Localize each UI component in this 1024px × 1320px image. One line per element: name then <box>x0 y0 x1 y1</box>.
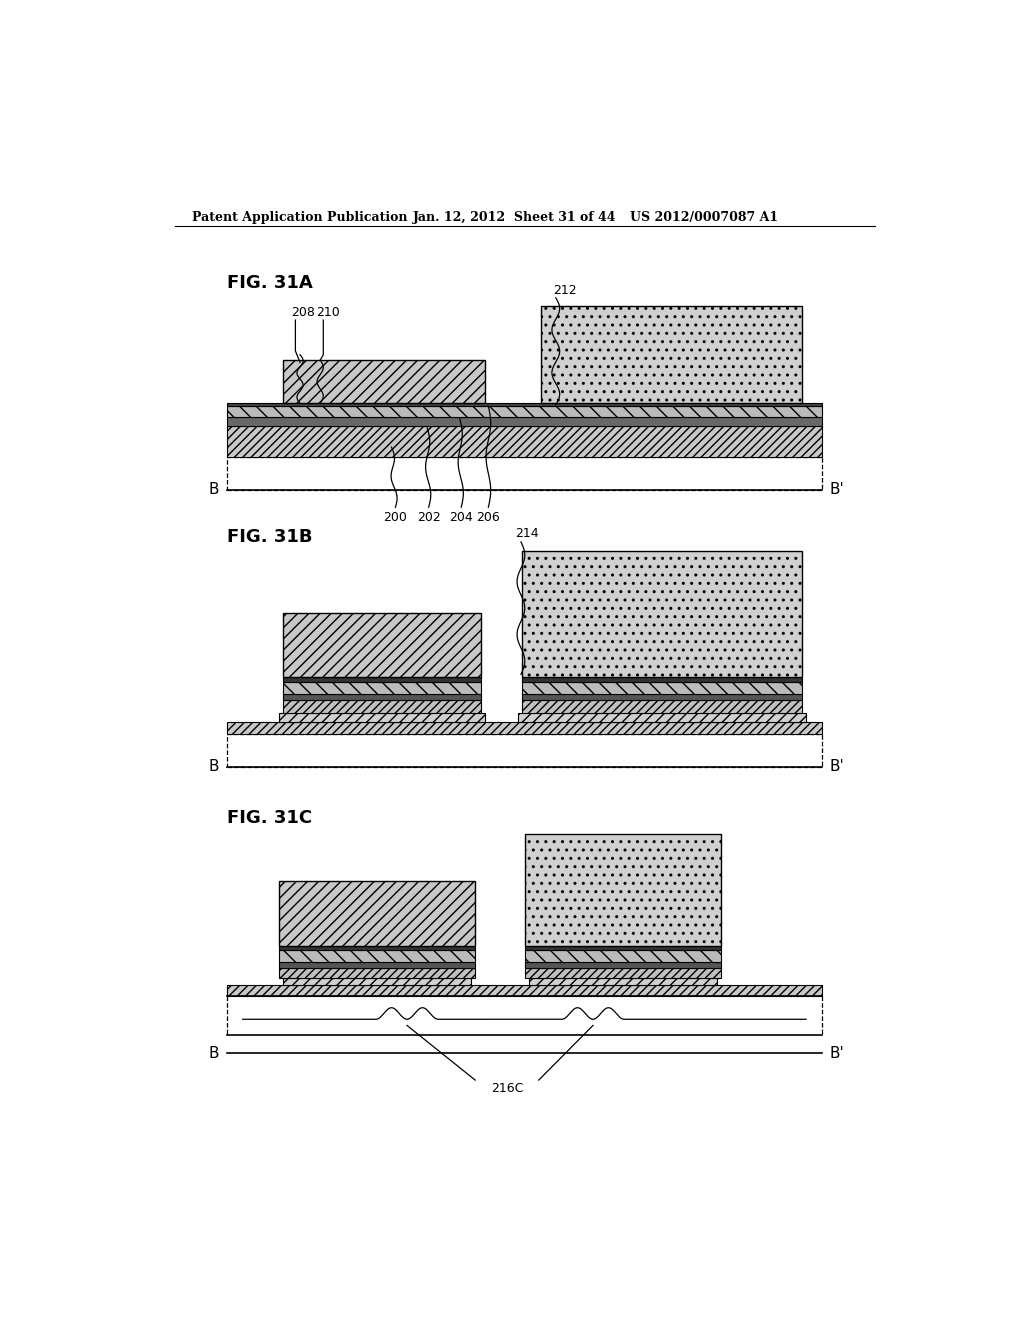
Bar <box>521 701 802 713</box>
Text: B': B' <box>829 759 844 775</box>
Bar <box>524 950 721 961</box>
Text: FIG. 31C: FIG. 31C <box>227 809 312 828</box>
Bar <box>524 834 721 946</box>
Text: US 2012/0007087 A1: US 2012/0007087 A1 <box>630 211 778 224</box>
Text: 204: 204 <box>450 511 473 524</box>
Text: 202: 202 <box>417 511 440 524</box>
Bar <box>521 682 802 694</box>
Bar <box>283 360 484 404</box>
Bar <box>283 701 481 713</box>
Text: FIG. 31A: FIG. 31A <box>227 275 313 292</box>
Bar <box>541 306 802 404</box>
Bar <box>227 734 821 767</box>
Bar <box>283 694 481 701</box>
Bar <box>280 946 475 950</box>
Bar <box>280 968 475 978</box>
Text: Patent Application Publication: Patent Application Publication <box>191 211 408 224</box>
Text: FIG. 31B: FIG. 31B <box>227 528 312 546</box>
Text: B': B' <box>829 1045 844 1061</box>
Bar <box>283 677 481 682</box>
Text: 212: 212 <box>553 284 577 297</box>
Bar <box>280 713 485 722</box>
Text: B: B <box>209 759 219 775</box>
Bar <box>227 997 821 1035</box>
Bar <box>227 417 821 426</box>
Text: Jan. 12, 2012  Sheet 31 of 44: Jan. 12, 2012 Sheet 31 of 44 <box>414 211 616 224</box>
Bar <box>280 961 475 968</box>
Bar <box>521 677 802 682</box>
Text: 200: 200 <box>383 511 408 524</box>
Text: B: B <box>209 482 219 498</box>
Text: 208: 208 <box>291 305 314 318</box>
Bar <box>280 950 475 961</box>
Bar <box>227 426 821 457</box>
Text: 206: 206 <box>476 511 501 524</box>
Bar <box>521 552 802 677</box>
Bar <box>518 713 806 722</box>
Bar <box>227 457 821 490</box>
Bar <box>283 978 471 985</box>
Bar <box>528 978 717 985</box>
Text: 216C: 216C <box>492 1082 524 1096</box>
Bar <box>521 694 802 701</box>
Text: 214: 214 <box>515 527 539 540</box>
Bar <box>524 968 721 978</box>
Bar <box>227 722 821 734</box>
Text: B': B' <box>829 482 844 498</box>
Bar <box>283 612 481 677</box>
Text: 210: 210 <box>316 305 340 318</box>
Bar <box>283 682 481 694</box>
Bar <box>280 880 475 946</box>
Bar <box>227 404 821 407</box>
Bar <box>227 407 821 417</box>
Text: B: B <box>209 1045 219 1061</box>
Bar <box>227 985 821 997</box>
Bar <box>524 961 721 968</box>
Bar <box>524 946 721 950</box>
